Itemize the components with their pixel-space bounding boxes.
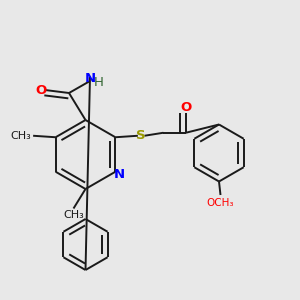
Text: O: O (36, 83, 47, 97)
Text: H: H (94, 76, 103, 89)
Text: N: N (84, 72, 96, 85)
Text: S: S (136, 129, 146, 142)
Text: N: N (113, 168, 124, 181)
Text: CH₃: CH₃ (63, 210, 84, 220)
Text: CH₃: CH₃ (11, 131, 32, 141)
Text: OCH₃: OCH₃ (207, 198, 234, 208)
Text: O: O (180, 101, 191, 114)
